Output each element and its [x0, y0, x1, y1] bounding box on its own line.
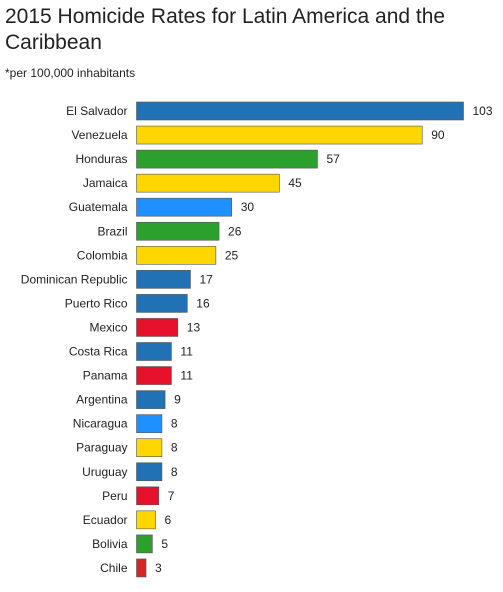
bar-paraguay: [136, 438, 163, 458]
data-label-costa-rica: 11: [180, 345, 193, 359]
category-label-venezuela: Venezuela: [71, 128, 127, 142]
category-label-argentina: Argentina: [76, 393, 128, 407]
data-label-honduras: 57: [326, 152, 340, 166]
data-label-jamaica: 45: [288, 176, 302, 190]
category-label-ecuador: Ecuador: [83, 513, 128, 527]
bar-argentina: [136, 390, 166, 409]
category-label-uruguay: Uruguay: [82, 465, 127, 479]
category-label-costa-rica: Costa Rica: [69, 345, 128, 359]
data-label-panama: 11: [180, 369, 193, 383]
bar-panama: [136, 366, 172, 385]
bar-honduras: [136, 149, 318, 169]
category-label-paraguay: Paraguay: [76, 441, 127, 455]
data-label-dominican-republic: 17: [199, 272, 213, 286]
data-label-bolivia: 5: [161, 537, 168, 551]
bar-colombia: [136, 246, 217, 265]
category-label-colombia: Colombia: [77, 248, 128, 262]
bar-el-salvador: [136, 101, 464, 121]
bar-peru: [136, 486, 160, 506]
bar-chile: [136, 558, 147, 578]
category-label-bolivia: Bolivia: [92, 537, 128, 551]
category-label-dominican-republic: Dominican Republic: [21, 272, 128, 286]
data-label-mexico: 13: [187, 320, 201, 334]
category-label-jamaica: Jamaica: [83, 176, 128, 190]
bar-mexico: [136, 318, 179, 337]
category-label-chile: Chile: [100, 561, 128, 575]
category-label-puerto-rico: Puerto Rico: [65, 296, 128, 310]
category-label-mexico: Mexico: [89, 320, 127, 334]
data-label-el-salvador: 103: [473, 104, 493, 118]
category-label-brazil: Brazil: [97, 224, 127, 238]
data-label-venezuela: 90: [431, 128, 445, 142]
data-label-paraguay: 8: [171, 441, 178, 455]
bar-ecuador: [136, 510, 156, 530]
chart-title: 2015 Homicide Rates for Latin America an…: [5, 5, 446, 54]
bar-puerto-rico: [136, 294, 188, 313]
category-label-honduras: Honduras: [75, 152, 127, 166]
data-label-argentina: 9: [174, 393, 181, 407]
bar-bolivia: [136, 534, 153, 554]
data-label-brazil: 26: [228, 224, 242, 238]
bar-uruguay: [136, 462, 163, 482]
category-label-guatemala: Guatemala: [69, 200, 128, 214]
data-label-chile: 3: [155, 561, 162, 575]
bar-guatemala: [136, 197, 233, 217]
bar-costa-rica: [136, 342, 172, 361]
bar-nicaragua: [136, 414, 163, 433]
bar-dominican-republic: [136, 270, 191, 289]
data-label-nicaragua: 8: [171, 417, 178, 431]
category-label-el-salvador: El Salvador: [66, 104, 127, 118]
category-label-nicaragua: Nicaragua: [73, 417, 128, 431]
data-label-ecuador: 6: [165, 513, 172, 527]
data-label-guatemala: 30: [241, 200, 255, 214]
chart-subtitle: *per 100,000 inhabitants: [5, 66, 136, 80]
data-label-puerto-rico: 16: [196, 296, 210, 310]
data-label-peru: 7: [168, 489, 175, 503]
category-label-peru: Peru: [102, 489, 127, 503]
category-label-panama: Panama: [83, 369, 128, 383]
data-label-colombia: 25: [225, 248, 239, 262]
bar-brazil: [136, 221, 220, 241]
data-label-uruguay: 8: [171, 465, 178, 479]
bar-jamaica: [136, 173, 280, 193]
bar-venezuela: [136, 125, 423, 145]
